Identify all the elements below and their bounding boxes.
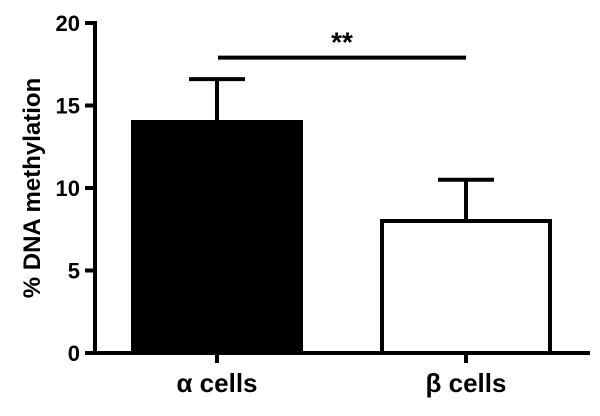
error-bars [189, 77, 494, 221]
bars [131, 120, 552, 355]
significance-label: ** [331, 27, 353, 58]
x-tick-label: α cells [176, 368, 257, 398]
y-tick-label: 5 [68, 259, 80, 284]
y-axis-title: % DNA methylation [19, 78, 46, 298]
y-axis: 0 5 10 15 20 [56, 11, 97, 366]
y-tick-label: 0 [68, 341, 80, 366]
y-tick-label: 10 [56, 176, 80, 201]
x-axis: α cells β cells [93, 351, 590, 398]
bar [380, 219, 552, 355]
y-tick-label: 20 [56, 11, 80, 36]
bar [131, 120, 303, 355]
y-tick-label: 15 [56, 94, 80, 119]
x-tick-label: β cells [426, 368, 507, 398]
significance-annotation: ** [218, 27, 466, 60]
